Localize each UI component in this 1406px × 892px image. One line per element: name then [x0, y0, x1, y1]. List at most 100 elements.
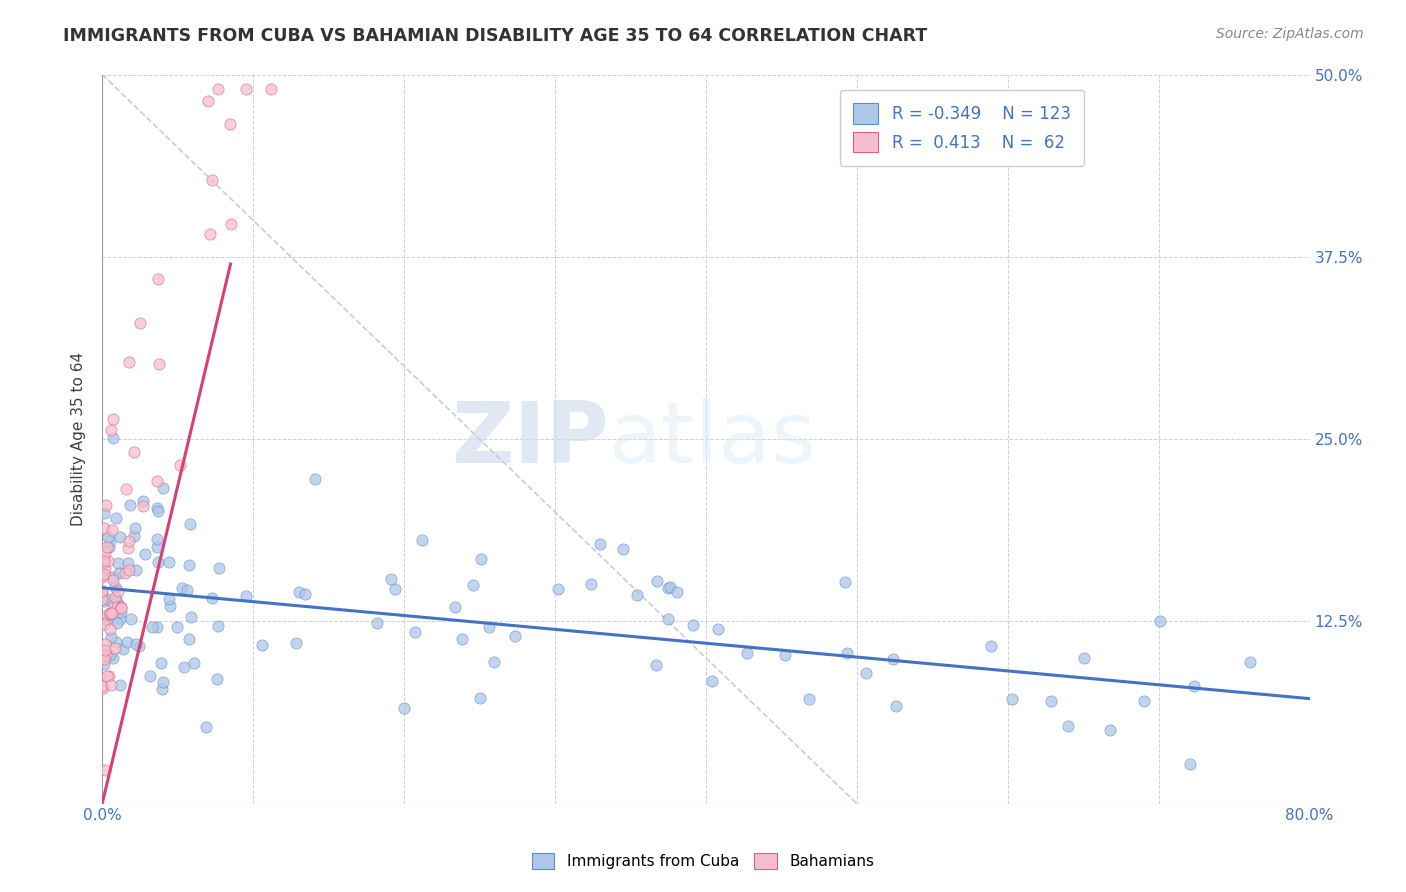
Point: [122, 444, 145, 458]
Point: [128, 639, 150, 653]
Point: [1239, 655, 1261, 669]
Point: [117, 541, 139, 555]
Point: [470, 552, 492, 566]
Point: [150, 681, 173, 696]
Point: [91, 592, 114, 607]
Point: [152, 481, 174, 495]
Point: [98, 533, 121, 548]
Point: [665, 584, 688, 599]
Point: [132, 494, 155, 508]
Point: [94, 643, 117, 657]
Point: [180, 610, 202, 624]
Point: [644, 657, 666, 672]
Point: [94, 764, 117, 778]
Point: [285, 635, 308, 649]
Point: [201, 173, 224, 187]
Point: [589, 537, 612, 551]
Point: [834, 575, 856, 590]
Point: [108, 530, 131, 544]
Point: [250, 638, 273, 652]
Point: [91, 680, 114, 694]
Point: [1073, 651, 1095, 665]
Point: [980, 640, 1002, 654]
Point: [201, 591, 224, 605]
Point: [98, 622, 121, 636]
Point: [101, 569, 124, 583]
Point: [169, 458, 191, 472]
Point: [96, 608, 118, 623]
Point: [98, 669, 121, 683]
Point: [145, 541, 167, 555]
Point: [107, 616, 129, 631]
Point: [380, 572, 402, 586]
Point: [125, 636, 148, 650]
Point: [657, 611, 679, 625]
Point: [198, 227, 221, 242]
Point: [882, 652, 904, 666]
Point: [103, 598, 125, 612]
Point: [107, 597, 129, 611]
Point: [122, 529, 145, 543]
Point: [146, 555, 169, 569]
Point: [93, 652, 115, 666]
Point: [93, 567, 115, 582]
Point: [1039, 694, 1062, 708]
Point: [91, 567, 114, 582]
Point: [93, 506, 115, 520]
Point: [145, 475, 167, 489]
Point: [93, 657, 115, 671]
Text: atlas: atlas: [609, 398, 817, 481]
Point: [101, 412, 124, 426]
Point: [93, 521, 115, 535]
Point: [98, 607, 121, 621]
Point: [98, 606, 121, 620]
Legend: Immigrants from Cuba, Bahamians: Immigrants from Cuba, Bahamians: [526, 847, 880, 875]
Point: [260, 82, 283, 96]
Point: [700, 673, 723, 688]
Point: [138, 669, 160, 683]
Point: [1182, 679, 1205, 693]
Point: [166, 620, 188, 634]
Point: [737, 646, 759, 660]
Point: [141, 620, 163, 634]
Point: [104, 510, 127, 524]
Point: [124, 521, 146, 535]
Point: [484, 655, 506, 669]
Point: [94, 498, 117, 512]
Point: [91, 584, 114, 599]
Point: [105, 635, 128, 649]
Point: [148, 357, 170, 371]
Point: [114, 482, 136, 496]
Text: Source: ZipAtlas.com: Source: ZipAtlas.com: [1216, 27, 1364, 41]
Point: [547, 582, 569, 596]
Point: [110, 601, 132, 615]
Point: [288, 584, 311, 599]
Point: [682, 617, 704, 632]
Point: [120, 612, 142, 626]
Point: [91, 570, 114, 584]
Point: [177, 558, 200, 572]
Point: [157, 555, 180, 569]
Point: [404, 624, 426, 639]
Point: [1180, 756, 1202, 771]
Point: [197, 94, 219, 108]
Point: [219, 117, 242, 131]
Point: [658, 580, 681, 594]
Point: [97, 554, 120, 568]
Point: [98, 540, 121, 554]
Point: [1133, 694, 1156, 708]
Point: [98, 648, 121, 663]
Point: [108, 612, 131, 626]
Point: [194, 720, 217, 734]
Point: [146, 272, 169, 286]
Point: [110, 600, 132, 615]
Point: [207, 618, 229, 632]
Point: [97, 530, 120, 544]
Point: [101, 431, 124, 445]
Point: [105, 600, 128, 615]
Point: [93, 546, 115, 560]
Point: [150, 656, 173, 670]
Point: [392, 701, 415, 715]
Point: [107, 583, 129, 598]
Point: [176, 583, 198, 598]
